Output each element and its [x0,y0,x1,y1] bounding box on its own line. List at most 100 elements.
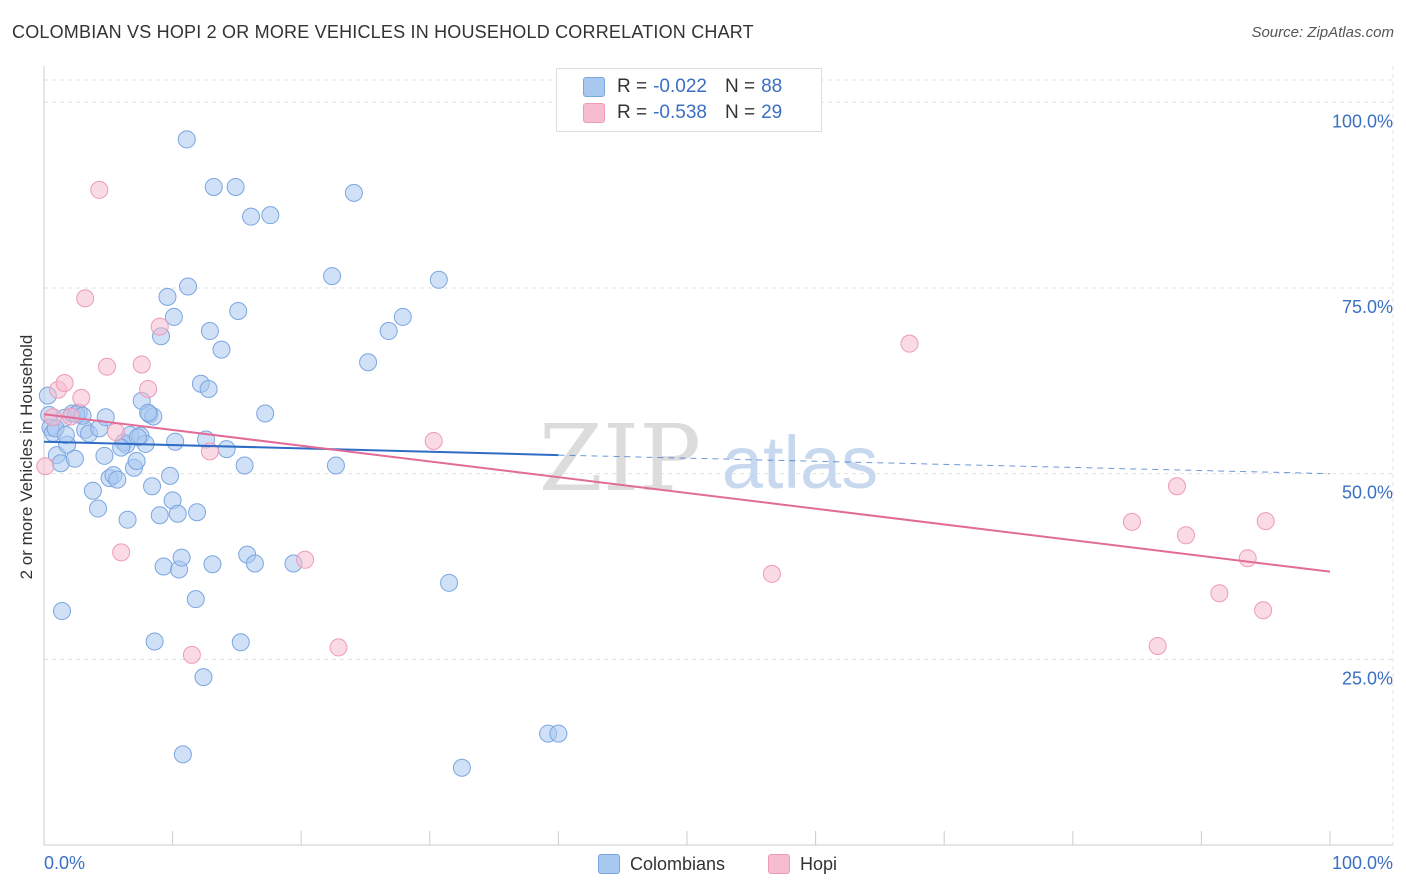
colombians-point [359,353,378,372]
x-tick-label-max: 100.0% [1332,853,1393,873]
colombians-point [168,504,187,523]
colombians-point [65,449,84,468]
colombians-point [344,183,363,202]
colombians-point [549,724,568,743]
hopi-point [424,431,443,450]
hopi-point [296,550,315,569]
hopi-point [72,388,91,407]
colombians-point [179,277,198,296]
hopi-point [1210,584,1229,603]
hopi-point [76,289,95,308]
hopi-point [182,645,201,664]
y-tick-label: 75.0% [1342,297,1393,317]
r-label: R = [617,76,648,97]
colombians-point [89,499,108,518]
hopi-point [1167,477,1186,496]
colombians-point [95,446,114,465]
r-label: R = [617,102,648,123]
y-axis-label: 2 or more Vehicles in Household [17,335,36,580]
colombians-point [203,555,222,574]
legend-item-colombians[interactable]: Colombians [598,852,725,876]
colombians-point [56,426,75,445]
colombians-point [173,745,192,764]
hopi-point [1176,526,1195,545]
hopi-trend-line [43,413,1331,573]
colombians-point [53,602,72,621]
colombians-point [118,510,137,529]
colombians-swatch [583,77,605,97]
hopi-point [1122,512,1141,531]
hopi-swatch [583,103,605,123]
hopi-point [1256,512,1275,531]
colombians-legend-swatch [598,854,620,874]
colombians-n-value: 88 [761,76,783,97]
chart-title: COLOMBIAN VS HOPI 2 OR MORE VEHICLES IN … [12,22,754,42]
hopi-r-value: -0.538 [653,102,707,123]
colombians-point [161,466,180,485]
hopi-point [1238,549,1257,568]
hopi-point [98,357,117,376]
hopi-point [55,374,74,393]
colombians-point [158,287,177,306]
colombians-point [139,403,158,422]
colombians-point [127,452,146,471]
colombians-point [194,668,213,687]
colombians-trend-line [43,440,559,457]
colombians-point [186,590,205,609]
legend-item-hopi[interactable]: Hopi [768,852,837,876]
colombians-point [242,207,261,226]
colombians-point [226,177,245,196]
colombians-point [245,554,264,573]
gridlines [44,66,1394,845]
colombians-legend-label: Colombians [630,853,726,874]
colombians-point [108,470,127,489]
hopi-point [90,180,109,199]
hopi-point [900,334,919,353]
hopi-point [1148,636,1167,655]
y-tick-label: 25.0% [1342,668,1393,688]
watermark-zip: ZIP [539,405,701,512]
colombians-point [440,573,459,592]
source-credit: Source: ZipAtlas.com [1251,24,1394,41]
colombians-point [326,456,345,475]
hopi-n-value: 29 [761,102,783,123]
colombians-point [172,548,191,567]
colombians-trend-extension [558,454,1331,475]
trend-lines [43,413,1331,573]
legend-row-colombians: R = -0.022 N = 88 [583,75,782,99]
colombians-point [217,440,236,459]
hopi-point [36,457,55,476]
colombians-point [154,557,173,576]
colombians-point [164,307,183,326]
colombians-point [452,758,471,777]
colombians-point [256,404,275,423]
colombians-point [83,481,102,500]
colombians-point [379,322,398,341]
colombians-point [166,432,185,451]
colombians-point [231,633,250,652]
colombians-point [143,477,162,496]
colombians-point [229,301,248,320]
colombians-point [188,503,207,522]
hopi-point [112,543,131,562]
colombians-point [199,379,218,398]
colombians-point [112,438,131,457]
colombians-point [429,270,448,289]
hopi-legend-swatch [768,854,790,874]
colombians-point [212,340,231,359]
colombians-point [145,632,164,651]
tick-labels: 25.0% 50.0% 75.0% 100.0% 0.0% 100.0% [44,111,1393,873]
hopi-point [329,638,348,657]
hopi-point [139,379,158,398]
n-label: N = [724,102,756,123]
data-points [36,130,1275,777]
colombians-point [177,130,196,149]
colombians-point [150,506,169,525]
hopi-point [150,317,169,336]
colombians-point [204,177,223,196]
hopi-point [762,564,781,583]
hopi-point [44,408,63,427]
axes [43,66,1393,846]
hopi-point [107,423,126,442]
